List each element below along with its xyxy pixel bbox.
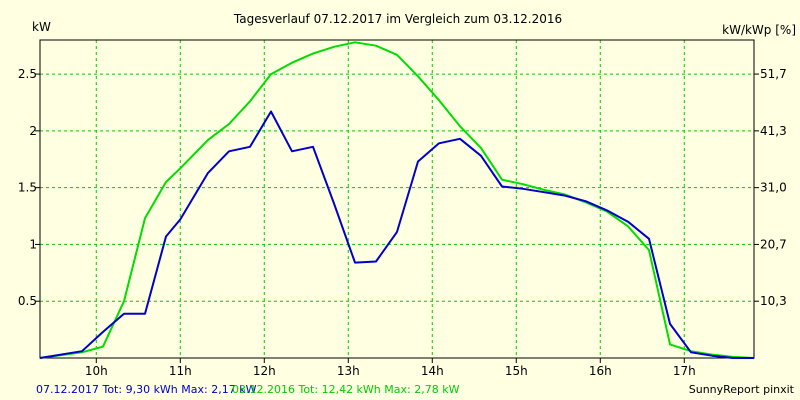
y-tick-label-left: 2.5: [18, 67, 37, 81]
y-tick-label-right: 41,3: [760, 124, 787, 138]
x-tick-label: 11h: [169, 364, 192, 378]
footer: 07.12.2017 Tot: 9,30 kWh Max: 2,17 kW 03…: [36, 383, 795, 396]
x-tick-label: 16h: [589, 364, 612, 378]
x-tick-label: 17h: [673, 364, 696, 378]
y-tick-label-right: 20,7: [760, 237, 787, 251]
y-tick-label-left: 0.5: [18, 294, 37, 308]
x-tick-label: 12h: [253, 364, 276, 378]
x-tick-label: 10h: [85, 364, 108, 378]
y-tick-label-right: 31,0: [760, 181, 787, 195]
y-tick-label-right: 51,7: [760, 67, 787, 81]
y-tick-label-left: 1: [29, 237, 37, 251]
series-line-07-12-2017: [39, 110, 754, 359]
x-tick-label: 14h: [421, 364, 444, 378]
y-tick-label-left: 2: [29, 124, 37, 138]
y-tick-label-right: 10,3: [760, 294, 787, 308]
plot-area: 10h 11h 12h 13h 14h 15h 16h 17h 0.5 1 1.5 2 2.5 10,3 2…: [18, 39, 787, 378]
x-tick-label: 13h: [337, 364, 360, 378]
y-axis-right-label: kW/kWp [%]: [722, 23, 796, 37]
series-line-03-12-2016: [39, 41, 755, 359]
footer-credit: SunnyReport pinxit: [689, 383, 795, 396]
chart-title: Tagesverlauf 07.12.2017 im Vergleich zum…: [233, 12, 562, 26]
x-tick-label: 15h: [505, 364, 528, 378]
y-tick-label-left: 1.5: [18, 181, 37, 195]
footer-series-1-summary: 07.12.2017 Tot: 9,30 kWh Max: 2,17 kW: [36, 383, 257, 396]
plot-frame: [39, 39, 755, 359]
footer-series-2-summary: 03.12.2016 Tot: 12,42 kWh Max: 2,78 kW: [232, 383, 460, 396]
y-axis-left-label: kW: [32, 20, 51, 34]
